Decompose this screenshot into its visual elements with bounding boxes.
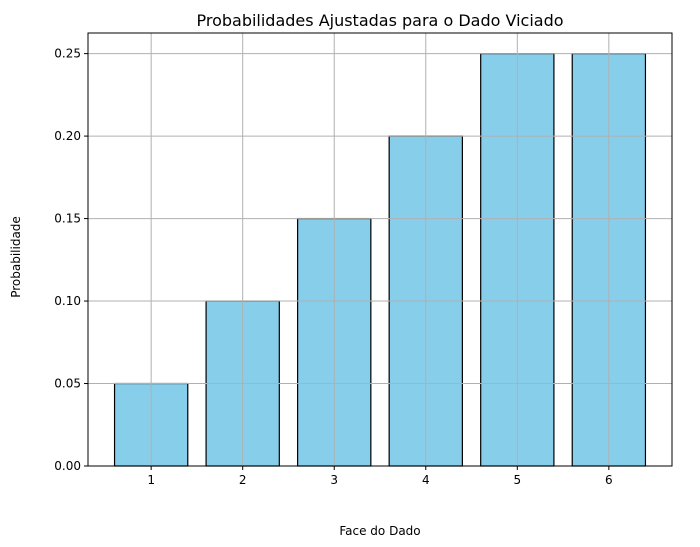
x-tick-label: 5 [513,473,521,487]
x-tick-label: 6 [605,473,613,487]
y-tick-label: 0.05 [54,377,81,391]
plot-frame [87,32,673,467]
y-tick-label: 0.10 [54,294,81,308]
y-axis-label: Probabilidade [9,216,23,298]
x-tick-label: 4 [422,473,430,487]
x-tick-label: 1 [147,473,155,487]
chart-title: Probabilidades Ajustadas para o Dado Vic… [196,11,563,30]
y-tick-label: 0.00 [54,459,81,473]
bar-layer [113,53,647,467]
x-tick-label: 3 [330,473,338,487]
y-tick-label: 0.15 [54,212,81,226]
x-tick-label: 2 [239,473,247,487]
axis-layer: 1 2 3 4 5 6 0.00 0.05 0.10 0.15 0.20 0.25 [54,47,612,487]
y-tick-label: 0.25 [54,47,81,61]
y-tick-label: 0.20 [54,129,81,143]
x-axis-label: Face do Dado [339,524,420,538]
